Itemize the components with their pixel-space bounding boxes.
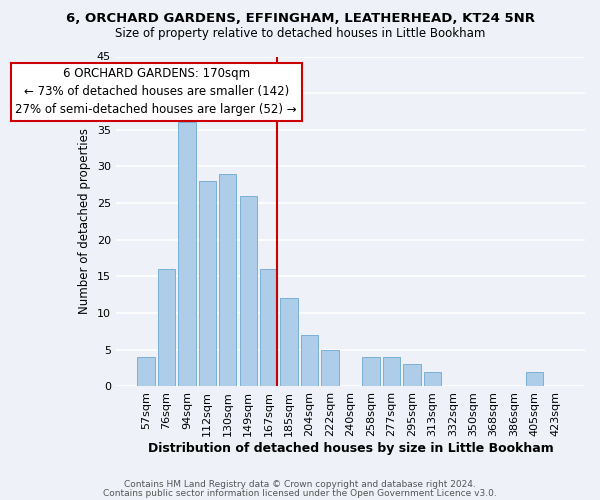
Text: 6 ORCHARD GARDENS: 170sqm
← 73% of detached houses are smaller (142)
27% of semi: 6 ORCHARD GARDENS: 170sqm ← 73% of detac… xyxy=(16,68,297,116)
Bar xyxy=(260,269,277,386)
Text: Contains HM Land Registry data © Crown copyright and database right 2024.: Contains HM Land Registry data © Crown c… xyxy=(124,480,476,489)
Bar xyxy=(158,269,175,386)
Bar xyxy=(322,350,339,387)
Bar xyxy=(280,298,298,386)
Bar xyxy=(199,181,216,386)
Text: 6, ORCHARD GARDENS, EFFINGHAM, LEATHERHEAD, KT24 5NR: 6, ORCHARD GARDENS, EFFINGHAM, LEATHERHE… xyxy=(65,12,535,26)
Bar xyxy=(178,122,196,386)
Bar xyxy=(362,357,380,386)
Bar xyxy=(383,357,400,386)
Y-axis label: Number of detached properties: Number of detached properties xyxy=(79,128,91,314)
Text: Contains public sector information licensed under the Open Government Licence v3: Contains public sector information licen… xyxy=(103,488,497,498)
Text: Size of property relative to detached houses in Little Bookham: Size of property relative to detached ho… xyxy=(115,28,485,40)
Bar xyxy=(137,357,155,386)
Bar xyxy=(526,372,543,386)
Bar xyxy=(219,174,236,386)
X-axis label: Distribution of detached houses by size in Little Bookham: Distribution of detached houses by size … xyxy=(148,442,553,455)
Bar xyxy=(403,364,421,386)
Bar xyxy=(424,372,441,386)
Bar xyxy=(239,196,257,386)
Bar xyxy=(301,335,318,386)
